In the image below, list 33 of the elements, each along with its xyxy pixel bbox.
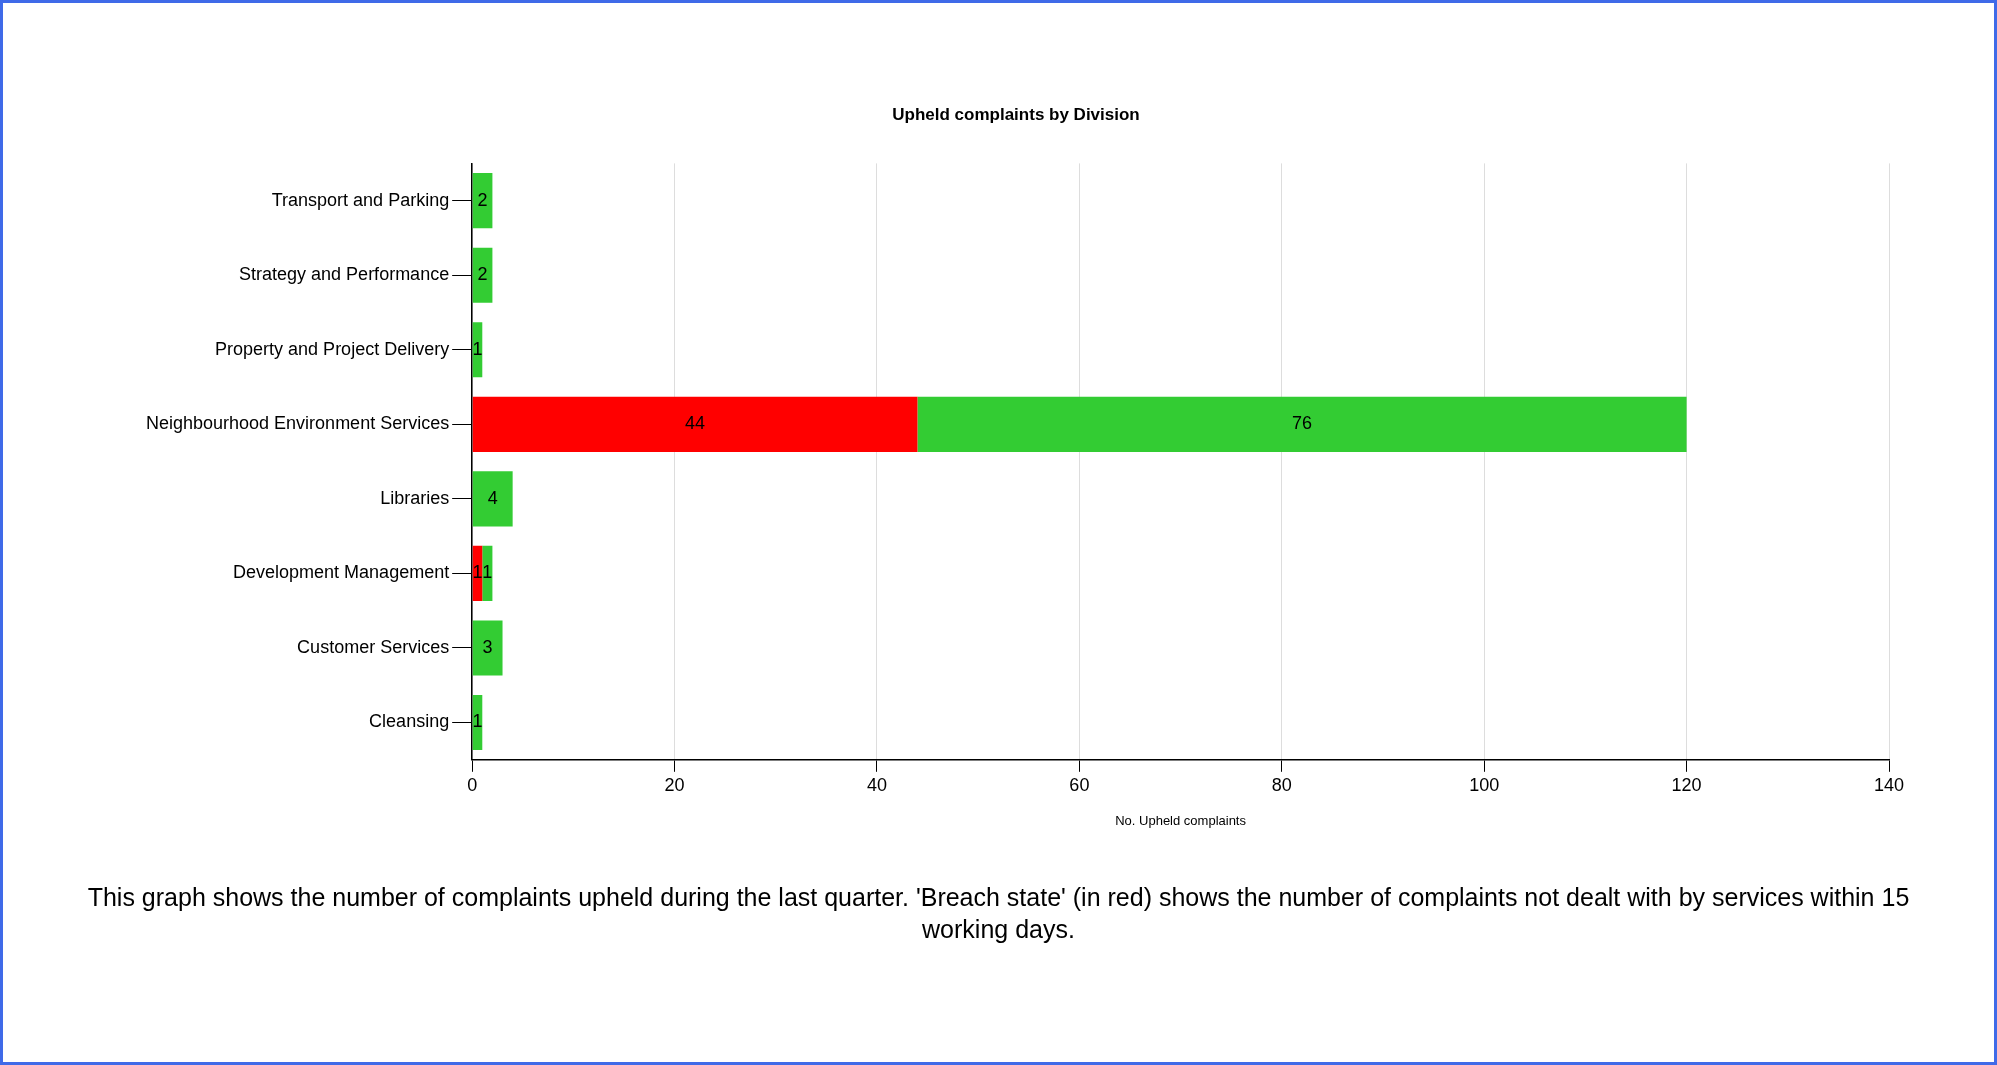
data-label: 2	[477, 264, 488, 285]
bar	[472, 471, 513, 527]
x-tick-label: 140	[1873, 774, 1905, 795]
x-tick-label: 60	[1069, 774, 1090, 795]
bar	[472, 396, 918, 452]
data-label: 1	[472, 711, 483, 732]
bar	[917, 396, 1687, 452]
data-label: 1	[472, 338, 483, 359]
y-tick-label: Development Management	[233, 562, 450, 583]
y-tick-label: Libraries	[380, 487, 450, 508]
data-label: 76	[1292, 413, 1313, 434]
data-label: 44	[685, 413, 706, 434]
x-tick-label: 40	[866, 774, 887, 795]
y-tick-label: Customer Services	[297, 636, 450, 657]
data-label: 4	[487, 487, 498, 508]
y-tick-label: Property and Project Delivery	[215, 338, 450, 359]
y-tick-label: Transport and Parking	[271, 189, 450, 210]
x-tick-label: 80	[1271, 774, 1292, 795]
bar	[472, 620, 503, 676]
data-label: 1	[472, 562, 483, 583]
y-tick-label: Cleansing	[369, 711, 450, 732]
y-tick-label: Neighbourhood Environment Services	[146, 413, 450, 434]
x-tick-label: 20	[664, 774, 685, 795]
text: This graph shows the number of complaints upheld during the last quarter. 'Breach state' (in red) shows the number of complaints not dealt with by services within 15 working days.	[86, 882, 1911, 945]
x-tick-label: 120	[1671, 774, 1702, 795]
data-label: 2	[477, 189, 488, 210]
x-tick-label: 100	[1469, 774, 1500, 795]
data-label: 1	[482, 562, 493, 583]
y-tick-label: Strategy and Performance	[239, 264, 450, 285]
data-label: 3	[482, 636, 493, 657]
x-tick-label: 0	[467, 774, 478, 795]
x-axis-title: No. Upheld complaints	[1115, 812, 1247, 828]
chart-title: Upheld complaints by Division	[892, 104, 1140, 124]
